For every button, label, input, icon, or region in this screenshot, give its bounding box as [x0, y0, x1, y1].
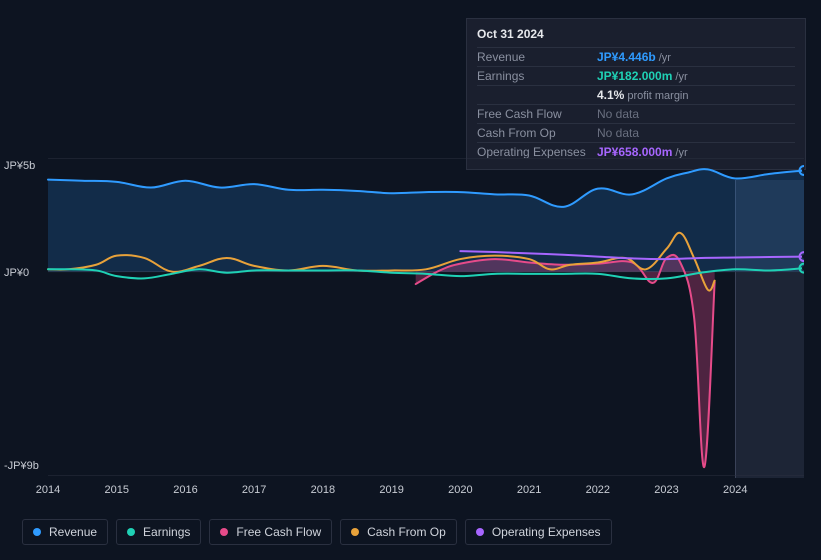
series-area-fcf — [416, 255, 715, 467]
legend-dot-icon — [33, 528, 41, 536]
legend-item-label: Cash From Op — [367, 525, 446, 539]
legend-item-label: Operating Expenses — [492, 525, 601, 539]
x-tick: 2020 — [448, 484, 472, 496]
x-tick: 2014 — [36, 484, 60, 496]
legend-item-fcf[interactable]: Free Cash Flow — [209, 519, 332, 545]
tooltip-date: Oct 31 2024 — [477, 27, 795, 48]
legend-item-earnings[interactable]: Earnings — [116, 519, 201, 545]
tooltip-row-value: JP¥182.000m — [597, 69, 672, 83]
legend-dot-icon — [476, 528, 484, 536]
financials-chart-root: Oct 31 2024 RevenueJP¥4.446b/yrEarningsJ… — [0, 0, 821, 560]
series-area-revenue — [48, 169, 804, 271]
tooltip-subrow-value: 4.1% — [597, 88, 624, 102]
tooltip-subrow-text: profit margin — [627, 90, 688, 102]
tooltip-row-label: Operating Expenses — [477, 145, 597, 159]
tooltip-row-value: No data — [597, 107, 639, 121]
legend-item-label: Free Cash Flow — [236, 525, 321, 539]
x-tick: 2017 — [242, 484, 266, 496]
tooltip-row-value: No data — [597, 126, 639, 140]
x-tick: 2023 — [654, 484, 678, 496]
x-tick: 2018 — [311, 484, 335, 496]
legend-dot-icon — [127, 528, 135, 536]
x-tick: 2016 — [173, 484, 197, 496]
x-tick: 2024 — [723, 484, 747, 496]
x-tick: 2019 — [379, 484, 403, 496]
x-axis: 2014 2015 2016 2017 2018 2019 2020 2021 2022 2023… — [16, 484, 804, 502]
legend-item-label: Revenue — [49, 525, 97, 539]
tooltip-row-value: JP¥4.446b — [597, 50, 656, 64]
tooltip-row-label: Cash From Op — [477, 126, 597, 140]
x-tick: 2015 — [104, 484, 128, 496]
tooltip-row: Cash From OpNo data — [477, 124, 795, 143]
tooltip-row-label: Earnings — [477, 69, 597, 83]
tooltip-row: EarningsJP¥182.000m/yr — [477, 67, 795, 86]
tooltip-row: Free Cash FlowNo data — [477, 105, 795, 124]
tooltip-row: RevenueJP¥4.446b/yr — [477, 48, 795, 67]
chart-svg — [16, 158, 804, 476]
legend: Revenue Earnings Free Cash Flow Cash From O… — [22, 519, 612, 545]
x-tick: 2021 — [517, 484, 541, 496]
tooltip-row-label: Free Cash Flow — [477, 107, 597, 121]
legend-dot-icon — [351, 528, 359, 536]
legend-item-cfo[interactable]: Cash From Op — [340, 519, 457, 545]
tooltip-subrow: 4.1% profit margin — [477, 86, 795, 105]
series-line-fcf — [416, 255, 715, 467]
legend-dot-icon — [220, 528, 228, 536]
chart-tooltip: Oct 31 2024 RevenueJP¥4.446b/yrEarningsJ… — [466, 18, 806, 170]
legend-item-label: Earnings — [143, 525, 190, 539]
chart-plot-area[interactable] — [16, 158, 804, 502]
x-tick: 2022 — [586, 484, 610, 496]
legend-item-revenue[interactable]: Revenue — [22, 519, 108, 545]
tooltip-row-unit: /yr — [675, 71, 687, 83]
legend-item-opex[interactable]: Operating Expenses — [465, 519, 612, 545]
tooltip-row-label: Revenue — [477, 50, 597, 64]
tooltip-row-value: JP¥658.000m — [597, 145, 672, 159]
tooltip-row-unit: /yr — [659, 52, 671, 64]
